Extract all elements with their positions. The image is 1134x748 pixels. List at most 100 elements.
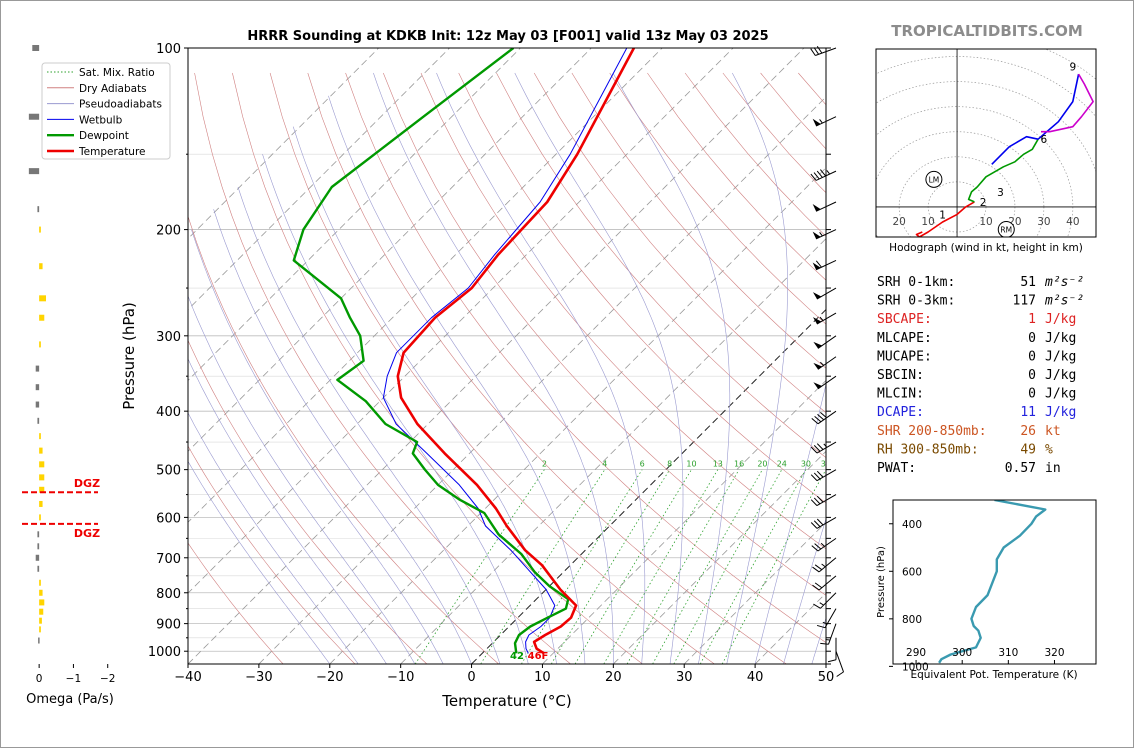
theta-x-tick-label: 320 (1044, 647, 1064, 659)
wind-barb (813, 335, 837, 349)
pseudoadiabat (188, 295, 416, 664)
x-tick-label: 0 (467, 670, 475, 685)
isotherm (188, 48, 805, 664)
theta-y-tick-label: 600 (902, 566, 922, 578)
stat-value: 26 (1020, 424, 1036, 439)
hodograph-height-label: 6 (1041, 134, 1048, 146)
stat-row: SBCIN: 0 J/kg (877, 368, 1076, 383)
hodograph-rm-label: RM (1000, 225, 1012, 234)
hodograph-trace (991, 135, 1039, 165)
hodograph-rm-marker (997, 220, 1015, 237)
dewpoint-line (292, 48, 570, 654)
stat-row: MLCAPE: 0 J/kg (877, 331, 1076, 346)
hodograph-ring-label: 40 (1066, 216, 1079, 228)
hodograph-lm-marker (925, 170, 943, 188)
isotherm (188, 48, 592, 452)
omega-bar (39, 608, 44, 615)
omega-bar (37, 417, 40, 424)
stat-value: 51 (1020, 275, 1036, 290)
y-tick-label: 400 (156, 405, 181, 420)
mixing-ratio-line (480, 469, 606, 664)
wind-barb (812, 201, 837, 212)
omega-bar (39, 447, 43, 454)
stat-row: SHR 200-850mb: 26 kt (877, 424, 1061, 439)
hodograph-ring-label: 30 (1037, 216, 1050, 228)
x-tick-label: −30 (245, 670, 272, 685)
legend: Sat. Mix. Ratio Dry Adiabats Pseudoadiabat… (41, 62, 171, 160)
omega-bar (37, 565, 40, 572)
wind-barb (820, 623, 837, 645)
stat-value: 0 (1028, 387, 1036, 402)
wind-barb (812, 229, 837, 240)
omega-bar (39, 226, 41, 233)
mixing-ratio-label: 8 (667, 460, 672, 469)
hodograph-height-label: 9 (1069, 62, 1076, 74)
mixing-ratio-line (574, 469, 692, 664)
wind-barb (812, 259, 837, 271)
wind-barb (810, 441, 837, 454)
isotherm (683, 521, 826, 664)
y-tick-label: 200 (156, 224, 181, 239)
theta-x-tick-label: 300 (952, 647, 972, 659)
hodograph-trace (1041, 73, 1094, 133)
mixing-ratio-line (550, 469, 671, 664)
hodograph-trace (967, 138, 1039, 203)
dgz-label: DGZ (74, 527, 100, 540)
dry-adiabat (232, 72, 643, 664)
dry-adiabat (571, 72, 826, 369)
stat-unit: m²s⁻² (1044, 275, 1084, 290)
pseudoadiabat (292, 126, 557, 664)
wind-barb (810, 494, 837, 507)
stat-name: SRH 0-1km: (877, 275, 955, 290)
stat-row: MLCIN: 0 J/kg (877, 387, 1076, 402)
dry-adiabat (269, 72, 715, 664)
dry-adiabat (188, 445, 356, 664)
stat-value: 0.57 (1005, 461, 1036, 476)
y-tick-label: 1000 (148, 645, 181, 660)
stat-name: RH 300-850mb: (877, 442, 979, 457)
legend-label: Sat. Mix. Ratio (79, 67, 155, 79)
hodograph-height-label: 1 (939, 209, 946, 221)
omega-bar (39, 579, 41, 586)
x-tick-label: 40 (747, 670, 764, 685)
hodograph-caption: Hodograph (wind in kt, height in km) (889, 242, 1083, 254)
hodograph-ring-label: 20 (892, 216, 905, 228)
dry-adiabat (420, 72, 826, 550)
omega-bar (39, 486, 45, 493)
wind-barb (810, 469, 837, 482)
omega-bar (35, 401, 40, 408)
stat-row: RH 300-850mb: 49% (877, 442, 1053, 457)
wind-barb (812, 557, 837, 573)
pseudoadiabat (811, 617, 826, 664)
pseudoadiabat (514, 72, 684, 664)
mixing-ratio-label: 13 (713, 460, 723, 469)
mixing-ratio-line (414, 469, 545, 664)
omega-bar (28, 113, 40, 120)
stat-unit: m²s⁻² (1044, 294, 1084, 309)
stat-value: 0 (1028, 349, 1036, 364)
skewt-plot: 2 4 6 8 10 13 16 20 24 30 36 −40 −30 −20 −10 0 10 20 30 40… (120, 42, 844, 710)
y-tick-label: 900 (156, 618, 181, 633)
wind-barb (827, 637, 837, 663)
isotherm (329, 167, 826, 664)
mixing-ratio-label: 16 (734, 460, 744, 469)
skewt-ylabel: Pressure (hPa) (120, 302, 138, 410)
pseudoadiabat (373, 72, 614, 664)
omega-bar (39, 341, 41, 348)
x-tick-label: 10 (534, 670, 551, 685)
omega-bar (35, 554, 40, 561)
surface-dewpoint-label: 42 (510, 651, 524, 662)
wind-barb (811, 537, 837, 552)
pseudoadiabat (726, 72, 788, 664)
isotherm (471, 308, 826, 664)
omega-tick-label: −1 (66, 673, 81, 685)
wind-barb (810, 516, 837, 529)
x-tick-label: 50 (818, 670, 835, 685)
stat-value: 1 (1028, 312, 1036, 327)
stat-value: 0 (1028, 368, 1036, 383)
x-tick-label: 20 (605, 670, 622, 685)
dgz-label: DGZ (74, 477, 100, 490)
y-tick-label: 500 (156, 464, 181, 479)
omega-bar (39, 461, 45, 468)
